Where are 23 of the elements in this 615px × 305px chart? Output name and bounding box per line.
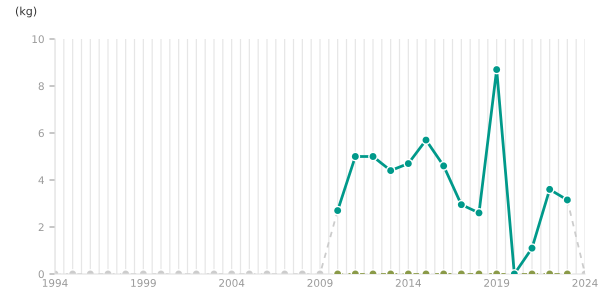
x-tick-label: 2019 [484,279,510,287]
y-tick-label: 2 [38,223,44,231]
point [456,200,466,210]
y-tick-label: 4 [38,176,44,184]
point [474,208,484,218]
point [438,161,449,171]
point [386,166,396,176]
x-tick-label: 2004 [219,279,244,287]
x-tick-label: 1994 [42,279,68,287]
point [421,135,431,145]
point [544,184,555,194]
y-tick-label: 8 [38,82,44,90]
x-tick-label: 2024 [572,279,598,287]
x-tick-label: 2014 [396,279,422,287]
x-tick-label: 1999 [131,279,156,287]
point [350,152,360,162]
point [368,152,378,162]
y-axis-title: (kg) [16,6,36,18]
y-tick-label: 10 [32,35,44,44]
y-tick-label: 0 [38,270,44,278]
y-tick-label: 6 [38,129,44,138]
point [403,158,414,168]
x-tick-label: 2009 [308,279,333,287]
